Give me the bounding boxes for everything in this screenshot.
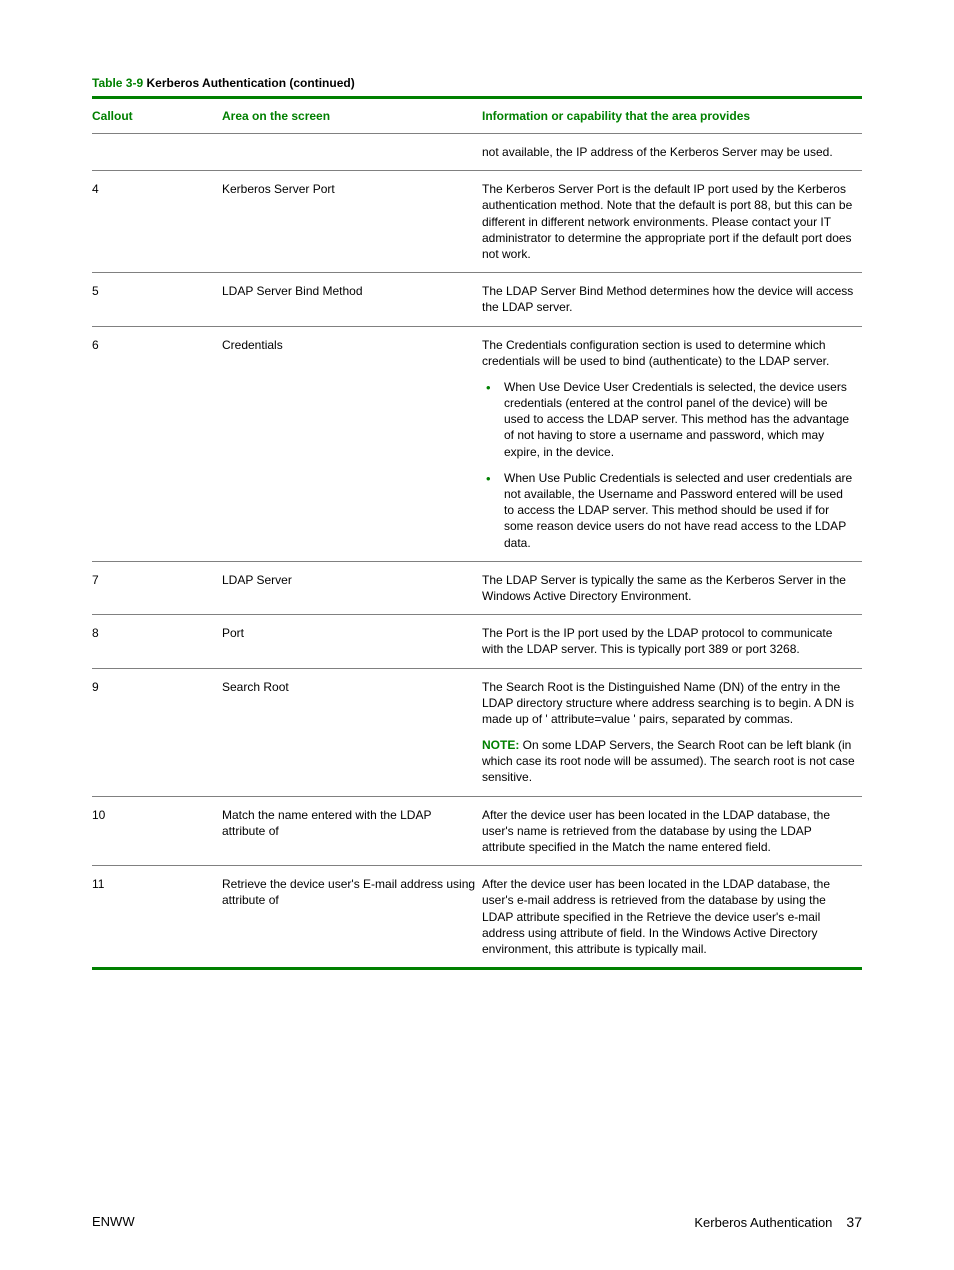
cell-area: Search Root [222, 668, 482, 796]
table-row: not available, the IP address of the Ker… [92, 134, 862, 171]
cell-area: Port [222, 615, 482, 668]
info-list-item: When Use Device User Credentials is sele… [482, 379, 856, 460]
cell-info: The Credentials configuration section is… [482, 326, 862, 561]
table-caption: Table 3-9 Kerberos Authentication (conti… [92, 76, 862, 90]
info-paragraph: After the device user has been located i… [482, 807, 856, 856]
info-list: When Use Device User Credentials is sele… [482, 379, 856, 551]
table-title-text: Kerberos Authentication (continued) [146, 76, 354, 90]
cell-callout: 11 [92, 866, 222, 969]
footer-page: 37 [846, 1214, 862, 1230]
table-row: 6CredentialsThe Credentials configuratio… [92, 326, 862, 561]
header-area: Area on the screen [222, 98, 482, 134]
info-paragraph: The Credentials configuration section is… [482, 337, 856, 369]
footer-right: Kerberos Authentication 37 [694, 1214, 862, 1230]
cell-info: The LDAP Server Bind Method determines h… [482, 273, 862, 326]
cell-callout: 8 [92, 615, 222, 668]
info-paragraph: The LDAP Server is typically the same as… [482, 572, 856, 604]
table-row: 10Match the name entered with the LDAP a… [92, 796, 862, 866]
info-paragraph: The Search Root is the Distinguished Nam… [482, 679, 856, 728]
cell-info: The Search Root is the Distinguished Nam… [482, 668, 862, 796]
page-footer: ENWW Kerberos Authentication 37 [92, 1214, 862, 1230]
info-note: NOTE: On some LDAP Servers, the Search R… [482, 737, 856, 786]
cell-callout: 9 [92, 668, 222, 796]
footer-left: ENWW [92, 1214, 135, 1230]
cell-info: The Kerberos Server Port is the default … [482, 171, 862, 273]
footer-title: Kerberos Authentication [694, 1215, 832, 1230]
info-paragraph: not available, the IP address of the Ker… [482, 144, 856, 160]
table-label: Table 3-9 [92, 76, 143, 90]
table-body: not available, the IP address of the Ker… [92, 134, 862, 969]
table-row: 9Search RootThe Search Root is the Disti… [92, 668, 862, 796]
cell-area: LDAP Server Bind Method [222, 273, 482, 326]
cell-area: Kerberos Server Port [222, 171, 482, 273]
table-row: 11Retrieve the device user's E-mail addr… [92, 866, 862, 969]
cell-info: After the device user has been located i… [482, 796, 862, 866]
header-info: Information or capability that the area … [482, 98, 862, 134]
table-row: 7LDAP ServerThe LDAP Server is typically… [92, 561, 862, 614]
cell-callout: 7 [92, 561, 222, 614]
info-paragraph: The Kerberos Server Port is the default … [482, 181, 856, 262]
info-paragraph: After the device user has been located i… [482, 876, 856, 957]
cell-info: not available, the IP address of the Ker… [482, 134, 862, 171]
cell-area: LDAP Server [222, 561, 482, 614]
cell-area: Match the name entered with the LDAP att… [222, 796, 482, 866]
cell-area: Credentials [222, 326, 482, 561]
table-row: 8PortThe Port is the IP port used by the… [92, 615, 862, 668]
cell-info: After the device user has been located i… [482, 866, 862, 969]
cell-info: The Port is the IP port used by the LDAP… [482, 615, 862, 668]
header-callout: Callout [92, 98, 222, 134]
note-label: NOTE: [482, 738, 519, 752]
info-paragraph: The Port is the IP port used by the LDAP… [482, 625, 856, 657]
table-row: 5LDAP Server Bind MethodThe LDAP Server … [92, 273, 862, 326]
cell-callout: 10 [92, 796, 222, 866]
cell-callout: 4 [92, 171, 222, 273]
cell-callout [92, 134, 222, 171]
cell-area [222, 134, 482, 171]
cell-callout: 6 [92, 326, 222, 561]
info-paragraph: The LDAP Server Bind Method determines h… [482, 283, 856, 315]
table-row: 4Kerberos Server PortThe Kerberos Server… [92, 171, 862, 273]
kerberos-table: Callout Area on the screen Information o… [92, 96, 862, 970]
cell-callout: 5 [92, 273, 222, 326]
cell-area: Retrieve the device user's E-mail addres… [222, 866, 482, 969]
info-list-item: When Use Public Credentials is selected … [482, 470, 856, 551]
cell-info: The LDAP Server is typically the same as… [482, 561, 862, 614]
